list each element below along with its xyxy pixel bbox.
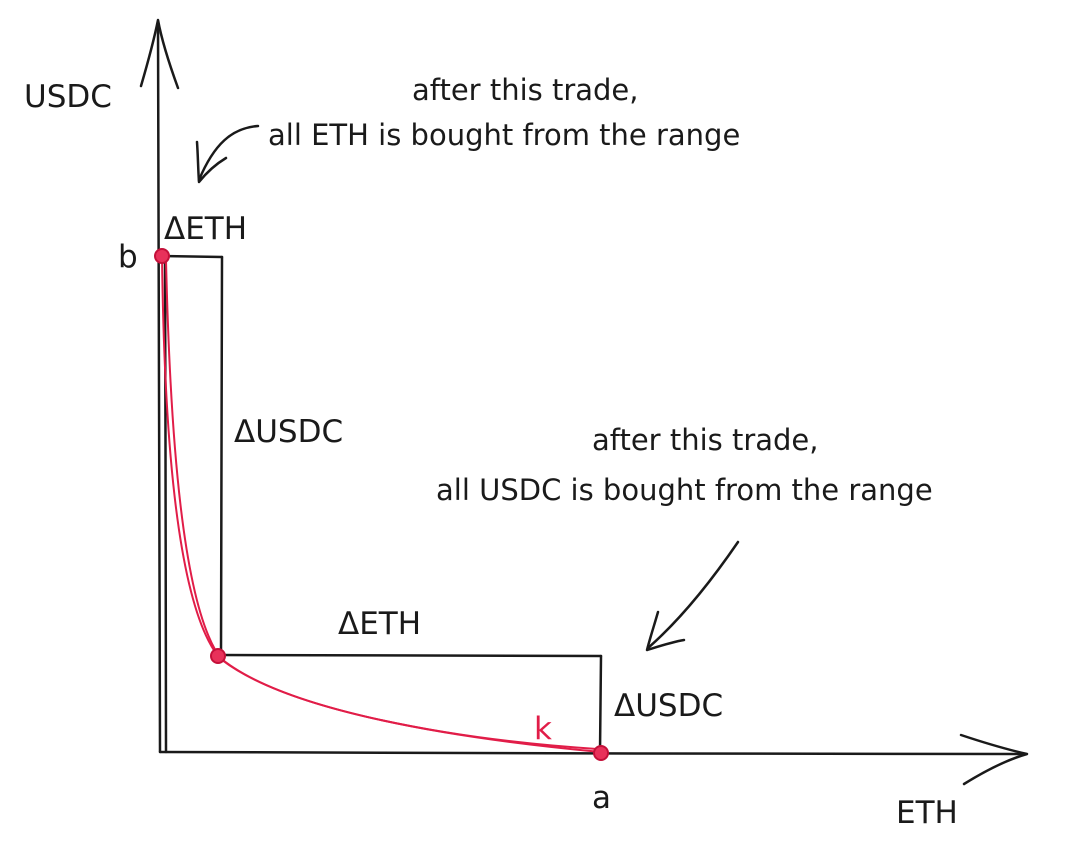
step-eth-horizontal-line: [216, 653, 603, 658]
delta-usdc-bottom-label: ΔUSDC: [614, 688, 723, 724]
step-usdc-vertical-line: [219, 255, 224, 657]
point-b: [154, 248, 170, 264]
top-annotation-arrow: [197, 124, 260, 182]
y-axis-label: USDC: [24, 79, 112, 115]
range-left-edge: [163, 254, 168, 754]
step-bottom-usdc-line: [598, 654, 603, 754]
point-mid: [210, 648, 226, 664]
top-annotation-line2: all ETH is bought from the range: [268, 118, 740, 152]
delta-eth-top-label: ΔETH: [164, 211, 247, 247]
x-axis-label: ETH: [896, 795, 958, 831]
bottom-annotation-arrowhead: [645, 610, 686, 652]
y-axis: [156, 20, 162, 754]
x-axis-arrowhead: [959, 733, 1029, 786]
y-axis-arrowhead: [139, 18, 180, 90]
bottom-annotation-line1: after this trade,: [592, 423, 819, 457]
point-a: [593, 745, 609, 761]
x-axis: [158, 750, 1028, 756]
delta-eth-mid-label: ΔETH: [338, 606, 421, 642]
point-b-label: b: [118, 239, 138, 275]
bottom-annotation-arrow: [646, 540, 740, 650]
bottom-annotation-line2: all USDC is bought from the range: [436, 473, 933, 507]
top-annotation-line1: after this trade,: [412, 73, 639, 107]
point-a-label: a: [592, 780, 611, 816]
top-annotation-arrowhead: [195, 140, 228, 184]
curve-k-label: k: [534, 711, 552, 747]
step-top-eth-line: [160, 254, 224, 259]
delta-usdc-mid-label: ΔUSDC: [234, 414, 343, 450]
